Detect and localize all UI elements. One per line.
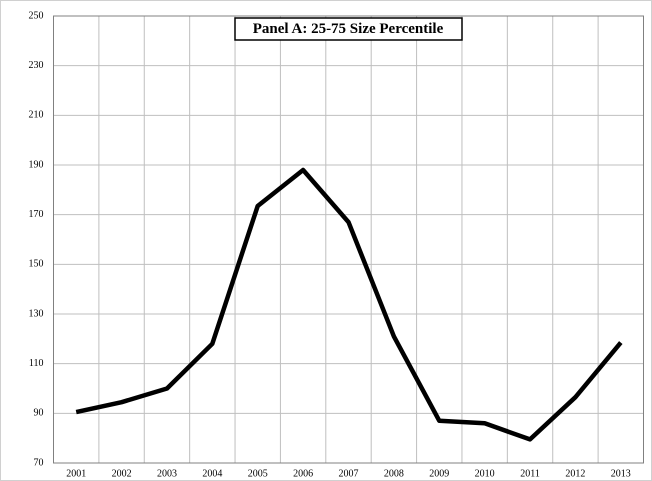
plot-border <box>53 15 644 464</box>
y-tick-label: 130 <box>29 308 44 319</box>
title-box <box>234 17 463 41</box>
y-tick-label: 90 <box>34 408 44 419</box>
x-tick-label: 2002 <box>112 468 132 479</box>
data-line <box>75 167 623 442</box>
y-tick-label: 190 <box>29 159 44 170</box>
y-tick-label: 170 <box>29 209 44 220</box>
x-tick-label: 2001 <box>66 468 86 479</box>
y-tick-label: 110 <box>29 358 44 369</box>
x-tick-label: 2009 <box>429 468 449 479</box>
x-tick-label: 2003 <box>157 468 177 479</box>
x-tick-label: 2013 <box>611 468 631 479</box>
x-tick-label: 2011 <box>520 468 540 479</box>
x-tick-label: 2007 <box>339 468 359 479</box>
y-tick-label: 150 <box>29 259 44 270</box>
y-tick-label: 210 <box>29 110 44 121</box>
chart-title: Panel A: 25-75 Size Percentile <box>253 21 444 37</box>
x-tick-label: 2005 <box>248 468 268 479</box>
x-tick-label: 2012 <box>565 468 585 479</box>
y-tick-label: 250 <box>29 10 44 21</box>
x-tick-label: 2004 <box>202 468 222 479</box>
y-tick-label: 70 <box>34 457 44 468</box>
x-tick-label: 2006 <box>293 468 313 479</box>
x-tick-label: 2008 <box>384 468 404 479</box>
x-tick-label: 2010 <box>475 468 495 479</box>
y-tick-label: 230 <box>29 60 44 71</box>
